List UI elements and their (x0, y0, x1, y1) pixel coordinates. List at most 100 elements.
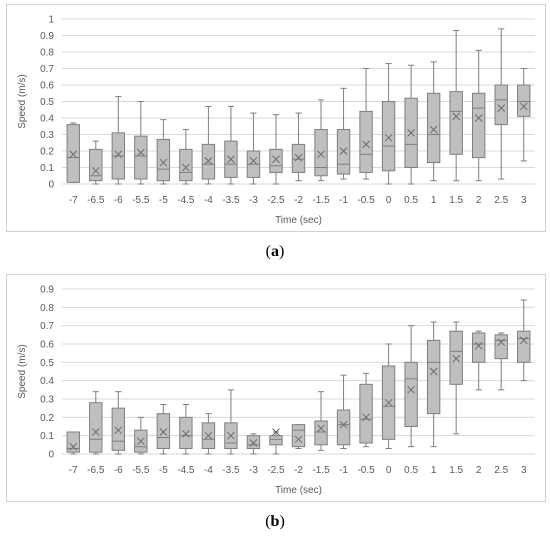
y-tick-label: 0.7 (40, 321, 54, 332)
x-tick-label: 0.5 (404, 465, 418, 476)
iqr-box (179, 148, 193, 182)
mean-marker (362, 140, 370, 149)
box-2 (471, 49, 486, 182)
iqr-box (494, 334, 508, 360)
mean-marker (227, 155, 235, 164)
iqr-box (156, 413, 171, 450)
iqr-box (291, 424, 306, 448)
x-tick-label: -6 (114, 465, 123, 476)
y-tick-label: 0.5 (40, 97, 54, 108)
iqr-box (359, 110, 373, 173)
box--6.5 (89, 391, 103, 455)
iqr-box (291, 143, 306, 173)
iqr-box (156, 138, 171, 182)
y-tick-label: 0.8 (40, 303, 54, 314)
y-axis-title: Speed (m/s) (17, 344, 28, 398)
box--2 (291, 112, 306, 182)
y-tick-label: 0.2 (40, 413, 54, 424)
iqr-box (89, 402, 103, 453)
iqr-box (201, 143, 216, 180)
y-tick-label: 0.9 (40, 285, 54, 296)
x-tick-label: -2 (294, 195, 303, 206)
y-tick-label: 0.6 (40, 81, 54, 92)
mean-marker (429, 367, 438, 376)
mean-marker (69, 442, 78, 451)
iqr-box (269, 148, 283, 173)
x-tick-label: -0.5 (357, 465, 375, 476)
box-1 (426, 321, 441, 448)
mean-marker (272, 428, 280, 436)
caption-a: (a) (265, 243, 285, 260)
caption-b-letter: b (270, 513, 280, 530)
iqr-box (336, 409, 351, 446)
box-3 (517, 68, 531, 162)
x-tick-label: 1.5 (449, 195, 463, 206)
x-tick-label: -4 (204, 465, 213, 476)
iqr-box (359, 383, 373, 444)
y-axis-title: Speed (m/s) (17, 74, 28, 128)
mean-marker (474, 341, 483, 350)
mean-marker (497, 338, 506, 347)
mean-marker (249, 157, 258, 165)
box-1.5 (449, 321, 463, 435)
x-tick-label: 1.5 (449, 465, 463, 476)
mean-marker (204, 157, 213, 165)
x-tick-label: -3.5 (222, 195, 240, 206)
x-tick-label: -5 (159, 465, 168, 476)
mean-marker (182, 429, 190, 438)
mean-marker (69, 150, 78, 159)
box--2.5 (269, 114, 283, 185)
x-tick-label: -4 (204, 195, 213, 206)
caption-b: (b) (265, 513, 285, 530)
mean-marker (159, 428, 168, 436)
x-tick-label: -0.5 (357, 195, 375, 206)
iqr-box (314, 420, 328, 446)
mean-marker (204, 431, 213, 440)
x-tick-label: -4.5 (177, 195, 195, 206)
mean-marker (182, 163, 190, 172)
box--0.5 (359, 372, 373, 448)
box-0 (381, 63, 396, 185)
x-tick-label: -6.5 (87, 195, 105, 206)
y-tick-label: 0.3 (40, 130, 54, 141)
iqr-box (89, 148, 103, 182)
y-tick-label: 0.6 (40, 340, 54, 351)
mean-marker (91, 166, 100, 175)
mean-marker (339, 420, 348, 429)
iqr-box (111, 407, 126, 451)
mean-marker (91, 428, 100, 436)
iqr-box (517, 84, 531, 117)
x-tick-label: 3 (521, 465, 527, 476)
x-tick-label: 2 (476, 195, 482, 206)
iqr-box (449, 330, 463, 385)
x-tick-label: 0.5 (404, 195, 418, 206)
mean-marker (474, 114, 483, 122)
x-tick-label: -3 (249, 465, 258, 476)
y-tick-label: 0 (48, 450, 54, 461)
mean-marker (519, 102, 528, 111)
iqr-box (381, 101, 396, 172)
x-tick-label: 0 (386, 465, 392, 476)
mean-marker (294, 153, 303, 162)
mean-marker (272, 155, 280, 164)
x-tick-label: -2.5 (267, 195, 285, 206)
y-tick-label: 0.4 (40, 114, 54, 125)
iqr-box (471, 92, 486, 159)
mean-marker (159, 158, 168, 167)
box--3 (246, 433, 261, 455)
iqr-box (449, 91, 463, 155)
x-tick-label: -1 (339, 465, 348, 476)
x-tick-label: -7 (69, 195, 78, 206)
x-tick-label: -6.5 (87, 465, 105, 476)
box-1.5 (449, 30, 463, 182)
iqr-box (246, 435, 261, 450)
x-tick-label: 1 (431, 195, 437, 206)
box-2 (471, 330, 486, 391)
box-3 (517, 299, 531, 382)
box--3.5 (224, 105, 238, 185)
mean-marker (384, 133, 393, 142)
y-tick-label: 0.3 (40, 395, 54, 406)
box--6.5 (89, 140, 103, 185)
iqr-box (314, 129, 328, 177)
box-1 (426, 61, 441, 182)
